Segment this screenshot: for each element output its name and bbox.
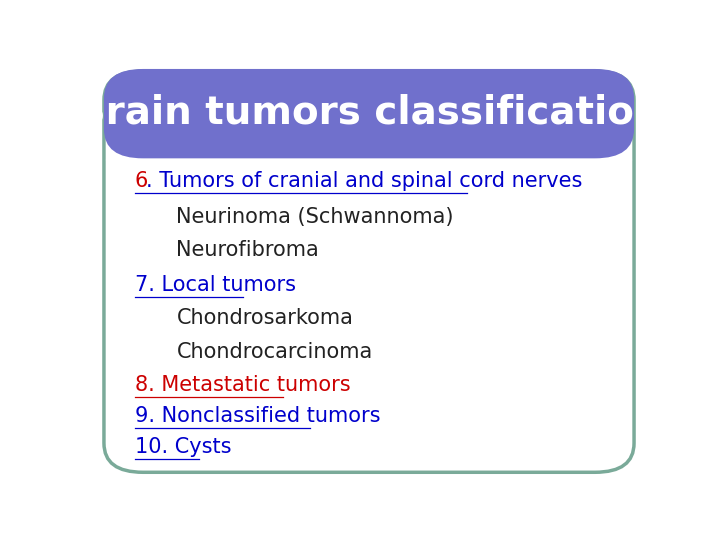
Text: Brain tumors classification: Brain tumors classification xyxy=(76,93,662,132)
Text: 6: 6 xyxy=(135,171,148,191)
FancyBboxPatch shape xyxy=(104,69,634,158)
Text: Chondrosarkoma: Chondrosarkoma xyxy=(176,308,354,328)
Text: Chondrocarcinoma: Chondrocarcinoma xyxy=(176,342,373,362)
Text: 10. Cysts: 10. Cysts xyxy=(135,437,231,457)
Text: Neurinoma (Schwannoma): Neurinoma (Schwannoma) xyxy=(176,207,454,227)
Text: 8. Metastatic tumors: 8. Metastatic tumors xyxy=(135,375,350,395)
Text: . Tumors of cranial and spinal cord nerves: . Tumors of cranial and spinal cord nerv… xyxy=(146,171,582,191)
Text: 7. Local tumors: 7. Local tumors xyxy=(135,275,296,295)
Text: 9. Nonclassified tumors: 9. Nonclassified tumors xyxy=(135,406,387,426)
FancyBboxPatch shape xyxy=(104,71,634,472)
Text: Neurofibroma: Neurofibroma xyxy=(176,240,319,260)
